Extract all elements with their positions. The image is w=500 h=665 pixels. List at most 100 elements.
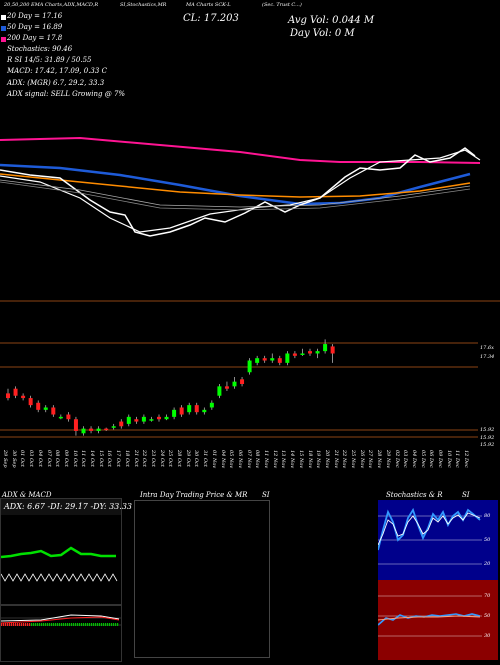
candle <box>149 416 154 422</box>
date-label: 06 Dec <box>428 450 435 468</box>
date-label: 18 Oct <box>123 450 130 467</box>
date-label: 07 Nov <box>245 450 252 469</box>
candle <box>187 402 192 415</box>
candle <box>43 405 48 413</box>
candle <box>262 355 267 363</box>
date-label: 21 Nov <box>332 450 339 469</box>
date-label: 10 Dec <box>445 450 452 468</box>
candle <box>330 344 335 363</box>
macd-histogram-bar <box>45 623 47 626</box>
macd-histogram-bar <box>69 623 71 626</box>
macd-histogram-bar <box>83 623 85 626</box>
company: (Sec. Trust C...) <box>262 2 302 8</box>
ema200-line <box>0 136 481 164</box>
adx-green-line <box>0 546 116 559</box>
price-close-line <box>0 147 476 237</box>
macd-histogram-bar <box>81 623 83 626</box>
macd-histogram-bar <box>23 623 25 626</box>
date-label: 26 Nov <box>358 450 365 469</box>
macd-histogram-bar <box>35 623 37 626</box>
rsi-axis-50: 50 <box>484 613 491 619</box>
date-label: 07 Oct <box>45 450 52 467</box>
date-label: 08 Nov <box>254 450 261 469</box>
intraday-panel <box>134 500 270 658</box>
ema20-label: 20 Day = 17.16 <box>7 12 63 20</box>
candle <box>179 405 184 417</box>
date-label: 03 Dec <box>402 450 409 468</box>
candle <box>323 339 328 354</box>
date-label: 28 Nov <box>376 450 383 469</box>
candle <box>119 419 124 429</box>
date-label: 06 Nov <box>236 450 243 469</box>
macd-histogram-bar <box>93 623 95 626</box>
macd-histogram-bar <box>97 623 99 626</box>
stoch-axis-80: 80 <box>484 513 491 519</box>
date-label: 30 Oct <box>193 450 200 467</box>
macd-histogram-bar <box>13 623 15 626</box>
macd-histogram-bar <box>17 623 19 626</box>
day-volume: Day Vol: 0 M <box>290 28 355 39</box>
candle <box>6 388 10 401</box>
date-label: 24 Oct <box>158 450 165 467</box>
macd-histogram-bar <box>11 623 13 626</box>
candle <box>232 376 237 389</box>
candle <box>270 353 275 363</box>
date-label: 11 Oct <box>80 450 87 467</box>
macd-histogram-bar <box>43 623 45 626</box>
candle <box>111 423 116 430</box>
date-label: 20 Nov <box>323 450 330 469</box>
ema50-label: 50 Day = 16.89 <box>7 23 63 31</box>
macd-histogram-bar <box>41 623 43 626</box>
candle <box>285 351 290 366</box>
avg-volume: Avg Vol: 0.044 M <box>288 15 375 26</box>
macd-histogram-bar <box>71 623 73 626</box>
date-label: 18 Nov <box>306 450 313 469</box>
stoch-panel: 80 50 20 70 50 30 <box>377 500 498 660</box>
date-label: 15 Oct <box>97 450 104 467</box>
date-label: 05 Dec <box>419 450 426 468</box>
date-label: 14 Oct <box>89 450 95 467</box>
macd-histogram-bar <box>95 623 97 626</box>
macd-histogram-bar <box>55 623 57 626</box>
candle <box>58 414 63 420</box>
candle <box>255 355 260 366</box>
macd-histogram-bar <box>9 623 11 626</box>
macd-histogram-bar <box>53 623 55 626</box>
date-label: 04 Oct <box>36 450 43 467</box>
date-label: 14 Nov <box>289 450 296 469</box>
candle <box>315 348 320 359</box>
adx-label: ADX: (MGR) 6.7, 29.2, 33.3 <box>7 79 105 87</box>
macd-histogram-bar <box>103 623 105 626</box>
date-label: 12 Dec <box>463 450 470 468</box>
ema200-label: 200 Day = 17.8 <box>7 34 63 42</box>
macd-histogram-bar <box>65 623 67 626</box>
candle <box>209 400 214 410</box>
macd-histogram-bar <box>99 623 101 626</box>
date-label: 11 Nov <box>263 450 269 469</box>
macd-histogram-bar <box>109 623 111 626</box>
intraday-title: Intra Day Trading Price & MR <box>140 491 248 499</box>
date-label: 31 Oct <box>202 450 209 467</box>
date-label: 12 Nov <box>271 450 278 469</box>
candle <box>194 402 199 415</box>
rsi-label: R SI 14/5: 31.89 / 50.55 <box>7 56 92 64</box>
date-label: 25 Oct <box>167 450 174 467</box>
candle <box>66 412 71 422</box>
macd-histogram-bar <box>111 623 113 626</box>
macd-histogram-bar <box>47 623 49 626</box>
stoch-svg <box>377 500 498 660</box>
candle <box>292 351 297 359</box>
macd-histogram-bar <box>27 623 29 626</box>
macd-histogram-bar <box>73 623 75 626</box>
price-label-top: 17.6x <box>480 345 494 351</box>
macd-histogram-bar <box>5 623 7 626</box>
adx-signal-label: ADX signal: SELL Growing @ 7% <box>7 90 126 98</box>
date-label: 17 Oct <box>115 450 122 467</box>
date-label: 02 Dec <box>393 450 400 468</box>
date-label: 03 Oct <box>28 450 35 467</box>
price-label-bottom: 15.92 <box>480 427 495 433</box>
macd-histogram-bar <box>107 623 109 626</box>
macd-histogram-bar <box>37 623 39 626</box>
main-chart: 20,50,200 EMA Charts,ADX,MACD,R SI,Stoch… <box>0 2 500 469</box>
macd-histogram-bar <box>33 623 35 626</box>
